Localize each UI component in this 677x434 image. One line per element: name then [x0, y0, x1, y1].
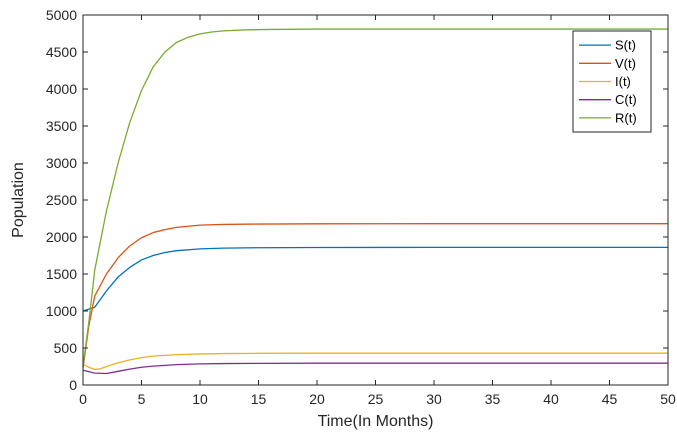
series-line-3: [82, 362, 668, 375]
legend-label-1: V(t): [615, 56, 636, 71]
x-tick-label: 0: [79, 391, 87, 407]
x-tick-label: 25: [368, 391, 384, 407]
series-line-1: [82, 223, 668, 369]
y-tick-label: 3500: [46, 118, 77, 134]
x-tick-label: 5: [138, 391, 146, 407]
legend-label-4: R(t): [615, 110, 637, 125]
legend-label-3: C(t): [615, 92, 637, 107]
y-tick-label: 2500: [46, 192, 77, 208]
series-line-0: [82, 246, 668, 312]
x-tick-label: 40: [543, 391, 559, 407]
y-tick-label: 1500: [46, 266, 77, 282]
y-tick-label: 3000: [46, 155, 77, 171]
y-tick-label: 0: [69, 377, 77, 393]
series-line-2: [82, 352, 668, 371]
y-tick-label: 500: [54, 340, 78, 356]
x-axis-title: Time(In Months): [318, 413, 434, 430]
x-tick-label: 15: [251, 391, 267, 407]
x-tick-label: 35: [485, 391, 501, 407]
plot-area: [83, 15, 668, 385]
y-tick-label: 2000: [46, 229, 77, 245]
x-tick-label: 10: [192, 391, 208, 407]
series-layer: [82, 28, 668, 375]
y-tick-label: 5000: [46, 7, 77, 23]
x-tick-label: 20: [309, 391, 325, 407]
series-line-4: [82, 28, 668, 367]
legend-label-2: I(t): [615, 74, 631, 89]
x-tick-label: 30: [426, 391, 442, 407]
y-tick-label: 4000: [46, 81, 77, 97]
legend: S(t) V(t) I(t) C(t) R(t): [572, 30, 652, 133]
ticks-layer: 0 5 10 15 20 25 30 35 40 45 5005001000150020002500…: [46, 7, 676, 407]
x-tick-label: 45: [602, 391, 618, 407]
legend-label-0: S(t): [615, 38, 636, 53]
y-axis-title: Population: [10, 162, 27, 238]
y-tick-label: 4500: [46, 44, 77, 60]
y-tick-label: 1000: [46, 303, 77, 319]
x-tick-label: 50: [660, 391, 676, 407]
